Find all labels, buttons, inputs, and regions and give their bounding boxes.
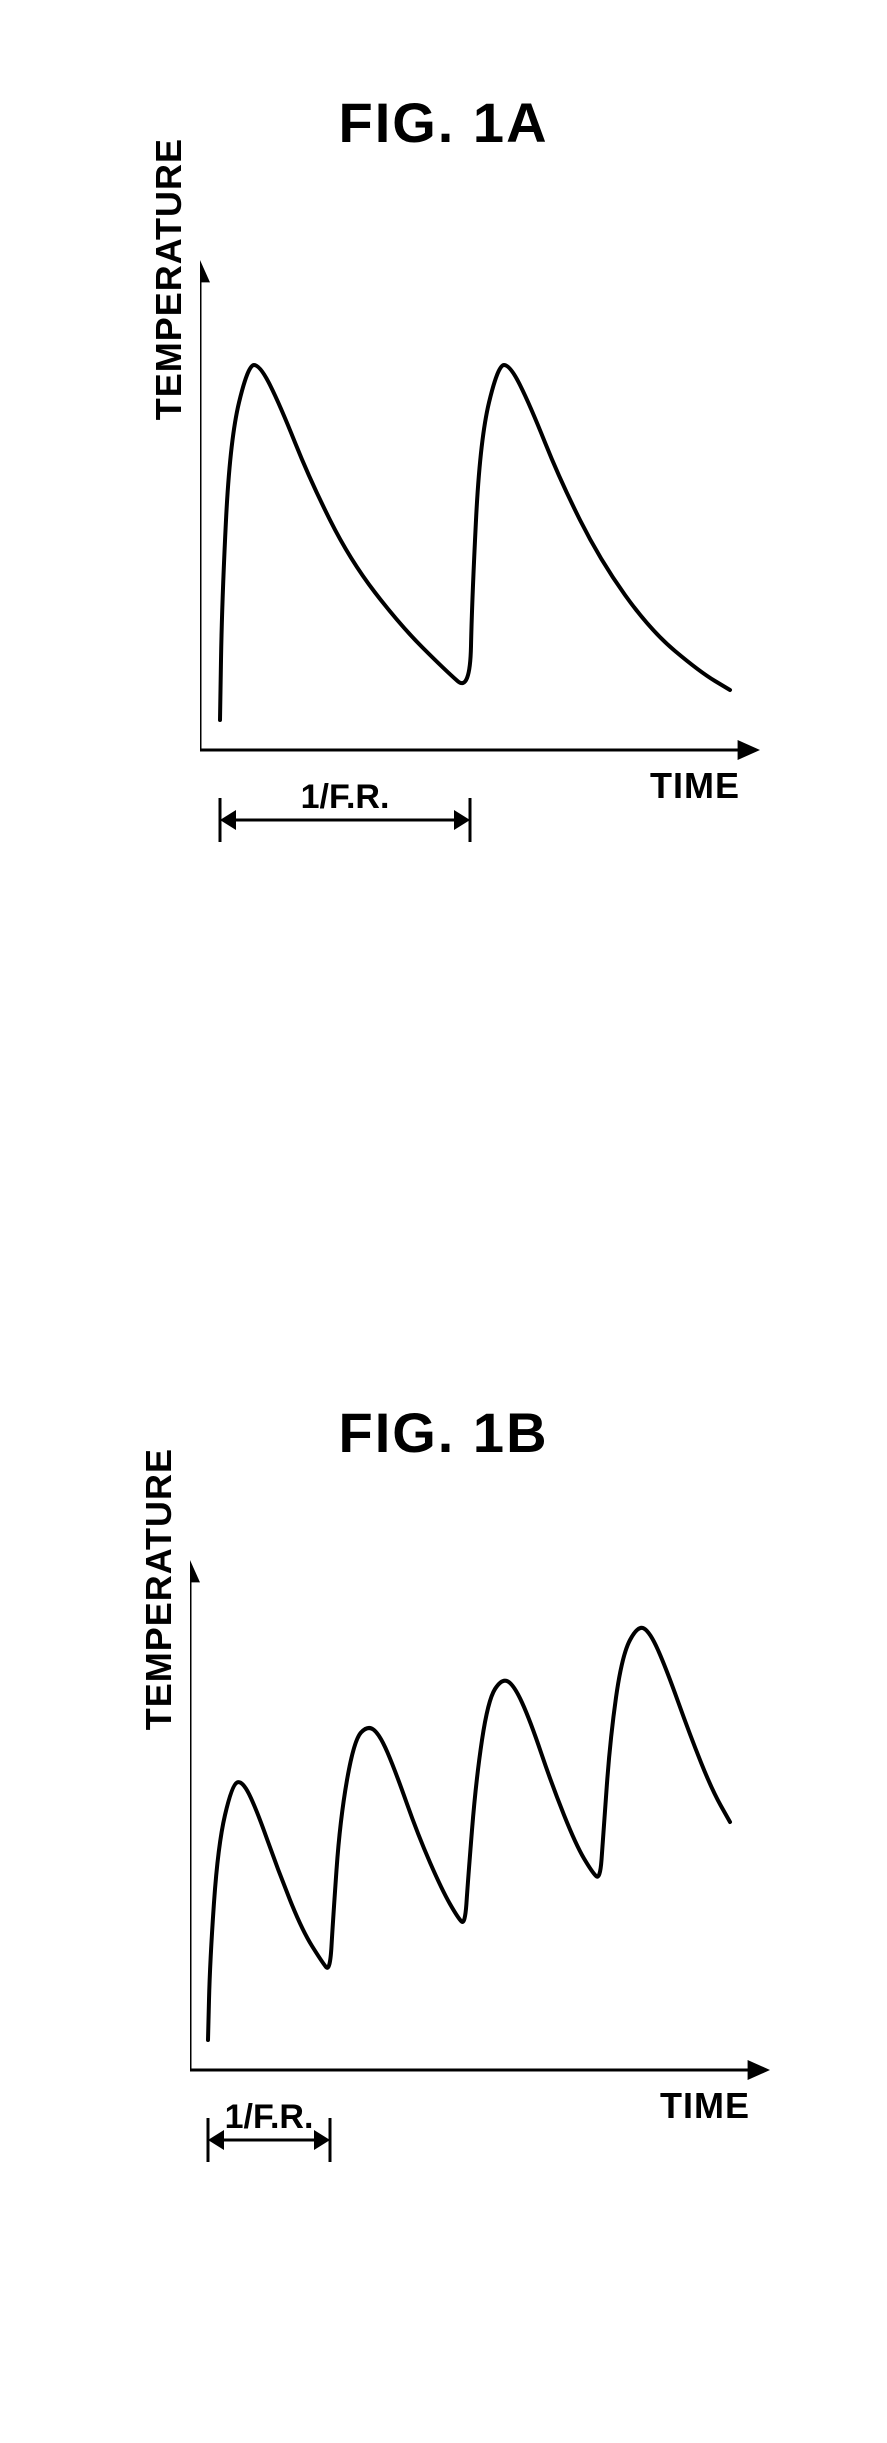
curve (208, 1628, 730, 2040)
y-axis-label: TEMPERATURE (148, 138, 190, 420)
figure-1b-title: FIG. 1B (0, 1400, 887, 1465)
figure-1a-chart: TIME1/F.R.TEMPERATURE (200, 260, 760, 930)
fr-label: 1/F.R. (225, 2098, 314, 2136)
figure-1b-chart: TIME1/F.R.TEMPERATURE (190, 1560, 770, 2250)
figure-1a-title: FIG. 1A (0, 90, 887, 155)
x-axis-label: TIME (660, 2085, 750, 2126)
y-axis-label: TEMPERATURE (138, 1448, 180, 1730)
x-axis-label: TIME (650, 765, 740, 806)
fr-label: 1/F.R. (301, 778, 390, 816)
page: FIG. 1A TIME 1/F.R. TEMPERATURE FIG. 1B TI… (0, 0, 887, 2443)
curve (220, 365, 730, 720)
